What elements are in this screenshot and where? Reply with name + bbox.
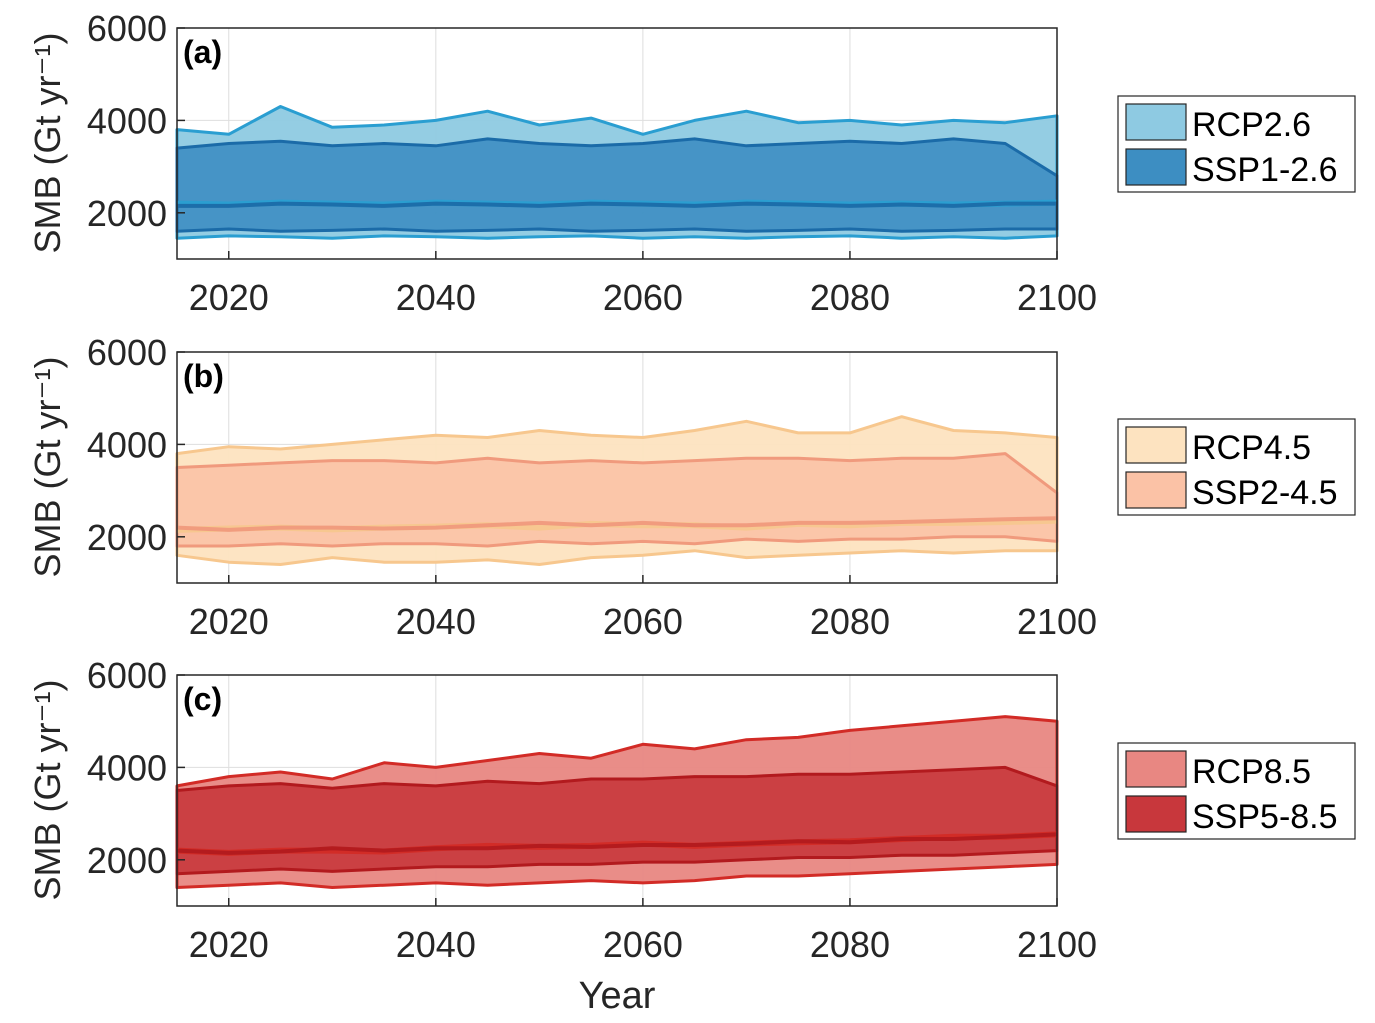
panel-c-y-tick-label-0: 2000: [87, 840, 167, 881]
panel-b-median-ssp245: [176, 516, 1058, 532]
panel-c-x-tick-label-1: 2040: [396, 924, 476, 965]
panel-b-x-tick-label-4: 2100: [1017, 601, 1097, 642]
panel-b-x-ticks: 2020 2040 2060 2080 2100: [189, 575, 1097, 642]
panel-c-y-ticks: 2000 4000 6000: [87, 655, 185, 881]
panel-b-label: (b): [183, 358, 224, 394]
panel-c-medians: [176, 831, 1058, 856]
panel-a: 2020 2040 2060 2080 2100 2000 4000 6000 (a) SM…: [27, 8, 1356, 318]
panel-c: 2020 2040 2060 2080 2100 2000 4000 6000 (c) SM…: [27, 655, 1356, 1017]
panel-a-label: (a): [183, 34, 222, 70]
legend-label-ssp245: SSP2-4.5: [1192, 474, 1338, 512]
legend-swatch-ssp245: [1125, 471, 1187, 509]
legend-label-rcp85: RCP8.5: [1192, 753, 1311, 791]
panel-b-y-axis-label: SMB (Gt yr⁻¹): [27, 357, 68, 578]
panel-a-band-ssp126: [175, 137, 1059, 233]
panel-a-x-ticks: 2020 2040 2060 2080 2100: [189, 251, 1097, 318]
legend-swatch-rcp85: [1125, 750, 1187, 788]
panel-a-x-tick-label-3: 2080: [810, 277, 890, 318]
panel-a-bands: [175, 105, 1059, 240]
panel-b-x-tick-label-2: 2060: [603, 601, 683, 642]
panel-a-y-ticks: 2000 4000 6000: [87, 8, 185, 234]
panel-b-y-tick-label-0: 2000: [87, 517, 167, 558]
x-axis-label: Year: [579, 975, 656, 1017]
panel-a-y-tick-label-2: 6000: [87, 8, 167, 49]
panel-c-label: (c): [183, 681, 222, 717]
panel-b-y-ticks: 2000 4000 6000: [87, 332, 185, 558]
panel-c-y-tick-label-1: 4000: [87, 747, 167, 788]
panel-a-x-tick-label-2: 2060: [603, 277, 683, 318]
panel-b-x-tick-label-0: 2020: [189, 601, 269, 642]
legend-label-ssp585: SSP5-8.5: [1192, 798, 1338, 836]
panel-c-x-tick-label-3: 2080: [810, 924, 890, 965]
panel-b-axes-box: [176, 351, 1058, 584]
panel-c-x-tick-label-2: 2060: [603, 924, 683, 965]
panel-b-legend: RCP4.5 SSP2-4.5: [1117, 418, 1356, 516]
legend-label-rcp26: RCP2.6: [1192, 106, 1311, 144]
panel-a-x-tick-label-1: 2040: [396, 277, 476, 318]
panel-a-y-tick-label-0: 2000: [87, 193, 167, 234]
legend-swatch-ssp126: [1125, 148, 1187, 186]
panel-b-x-tick-label-3: 2080: [810, 601, 890, 642]
panel-b-band-ssp245: [175, 452, 1059, 548]
panel-b-y-tick-label-2: 6000: [87, 332, 167, 373]
legend-swatch-rcp45: [1125, 426, 1187, 464]
panel-c-median-ssp585: [176, 832, 1058, 855]
panel-b-medians: [176, 516, 1058, 533]
legend-swatch-ssp585: [1125, 795, 1187, 833]
legend-label-rcp45: RCP4.5: [1192, 429, 1311, 467]
panel-a-x-tick-label-0: 2020: [189, 277, 269, 318]
panel-c-x-tick-label-4: 2100: [1017, 924, 1097, 965]
panel-b-x-tick-label-1: 2040: [396, 601, 476, 642]
panel-a-y-axis-label: SMB (Gt yr⁻¹): [27, 33, 68, 254]
panel-c-x-tick-label-0: 2020: [189, 924, 269, 965]
panel-a-medians: [176, 199, 1058, 208]
panel-c-bands: [175, 715, 1059, 889]
panel-a-median-ssp126: [177, 201, 1057, 208]
panel-c-axes-box: [176, 674, 1058, 907]
panel-c-x-ticks: 2020 2040 2060 2080 2100: [189, 898, 1097, 965]
panel-a-axes-box: [176, 27, 1058, 260]
legend-swatch-rcp26: [1125, 103, 1187, 141]
panel-c-y-tick-label-2: 6000: [87, 655, 167, 696]
panel-c-y-axis-label: SMB (Gt yr⁻¹): [27, 680, 68, 901]
panel-a-y-tick-label-1: 4000: [87, 100, 167, 141]
panel-c-legend: RCP8.5 SSP5-8.5: [1117, 742, 1356, 840]
panel-a-legend: RCP2.6 SSP1-2.6: [1117, 95, 1356, 193]
panel-b-y-tick-label-1: 4000: [87, 424, 167, 465]
legend-label-ssp126: SSP1-2.6: [1192, 151, 1338, 189]
panel-b: 2020 2040 2060 2080 2100 2000 4000 6000 (b) SM…: [27, 332, 1356, 642]
panel-a-x-tick-label-4: 2100: [1017, 277, 1097, 318]
